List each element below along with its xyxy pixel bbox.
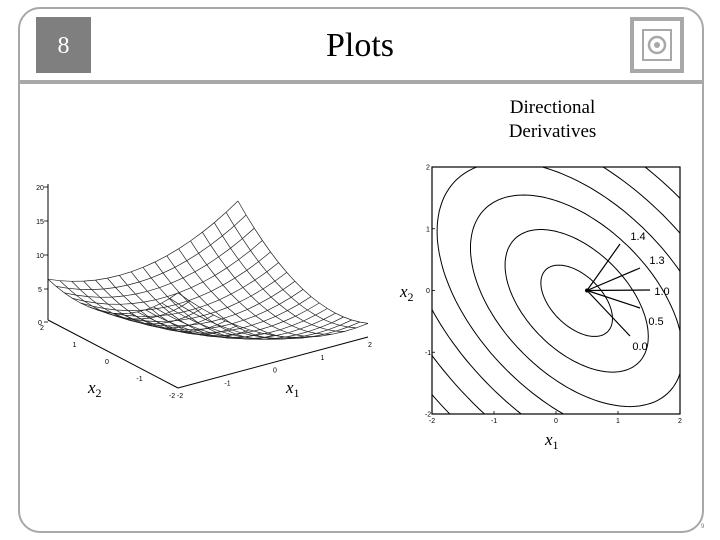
mesh-line-x2 bbox=[80, 251, 271, 311]
mesh-line-x2 bbox=[47, 200, 239, 282]
surface-x1-label: x1 bbox=[286, 378, 300, 401]
contour-line bbox=[540, 264, 614, 337]
surface-x2-sub: 2 bbox=[95, 386, 102, 400]
surface-z-tick-label: 20 bbox=[36, 185, 44, 192]
page-number: 9 bbox=[701, 524, 705, 530]
surface-x2-label: x2 bbox=[88, 378, 102, 401]
logo-spiral-icon bbox=[647, 35, 667, 55]
surface-x2-tick-label: -2 bbox=[169, 393, 175, 400]
contour-x-tick-label: -1 bbox=[491, 418, 497, 425]
mesh-line-x2 bbox=[72, 240, 263, 305]
derivative-label: 1.4 bbox=[630, 231, 645, 243]
contour-y-tick-label: 0 bbox=[426, 288, 430, 295]
mesh-line-x2 bbox=[177, 292, 369, 338]
mesh-line-x2 bbox=[112, 289, 304, 331]
surface-x1-tick-label: -1 bbox=[224, 380, 230, 387]
mesh-line-x2 bbox=[153, 306, 344, 340]
contour-y-tick-label: -1 bbox=[425, 350, 431, 357]
derivative-rays: 1.4 1.3 1.0 0.5 0.0 bbox=[585, 231, 670, 353]
surface-x2-tick-label: 1 bbox=[73, 342, 77, 349]
derivative-ray bbox=[586, 290, 631, 337]
mesh-line-x2 bbox=[56, 214, 247, 290]
logo-icon bbox=[630, 17, 684, 73]
surface-x1-tick-label: 2 bbox=[368, 342, 372, 349]
contour-ylabel: x2 bbox=[400, 282, 414, 305]
derivative-ray bbox=[586, 243, 621, 291]
slide-title: Plots bbox=[325, 27, 395, 64]
contour-line bbox=[432, 167, 680, 414]
surface-x2-tick-label: -1 bbox=[136, 376, 142, 383]
mesh-line-x2 bbox=[88, 262, 279, 317]
derivative-ray bbox=[586, 267, 641, 292]
mesh-line-x2 bbox=[161, 302, 352, 340]
slide-frame bbox=[18, 7, 704, 533]
surface-x2-var: x bbox=[88, 378, 96, 397]
contour-line bbox=[436, 167, 680, 414]
derivative-label: 1.0 bbox=[654, 286, 669, 298]
contour-line bbox=[432, 393, 451, 414]
surface-mesh bbox=[47, 200, 369, 340]
surface-x2-tick-label: 2 bbox=[40, 325, 44, 332]
surface-x1-var: x bbox=[286, 378, 294, 397]
contour-line bbox=[504, 229, 649, 373]
mesh-line-x2 bbox=[129, 302, 320, 336]
surface-z-tick-label: 10 bbox=[36, 253, 44, 260]
contour-y-tick-label: 1 bbox=[426, 226, 430, 233]
contour-y-tick-label: -2 bbox=[425, 412, 431, 419]
mesh-line-x2 bbox=[120, 296, 312, 334]
contour-xlabel-var: x bbox=[545, 430, 553, 449]
caption-line-2: Derivatives bbox=[508, 121, 597, 142]
contour-ticks: -2 -1 0 1 2 -2 -1 0 1 2 bbox=[425, 165, 682, 426]
contour-x-tick-label: 0 bbox=[554, 418, 558, 425]
contour-xlabel: x1 bbox=[545, 430, 559, 453]
derivative-label: 1.3 bbox=[649, 255, 664, 267]
evaluation-point bbox=[585, 288, 589, 293]
contour-y-tick-label: 2 bbox=[426, 165, 430, 172]
surface-z-tick-label: 0 bbox=[38, 320, 42, 327]
derivative-ray bbox=[586, 289, 641, 309]
surface-x2-tick-label: 0 bbox=[105, 359, 109, 366]
title-divider bbox=[18, 80, 704, 84]
surface-x1-sub: 1 bbox=[293, 386, 300, 400]
surface-z-tick-label: 5 bbox=[38, 287, 42, 294]
derivative-label: 0.5 bbox=[648, 316, 663, 328]
contour-lines bbox=[432, 167, 680, 414]
contour-ylabel-sub: 2 bbox=[407, 290, 414, 304]
surface-x1-tick-label: 0 bbox=[273, 368, 277, 375]
contour-ylabel-var: x bbox=[400, 282, 408, 301]
mesh-line-x2 bbox=[96, 272, 288, 322]
contour-xlabel-sub: 1 bbox=[552, 438, 559, 452]
figure-caption: Directional Derivatives bbox=[490, 96, 615, 144]
surface-axes bbox=[47, 184, 369, 389]
mesh-line-x2 bbox=[169, 298, 361, 340]
surface-x1-tick-label: -2 bbox=[177, 393, 183, 400]
contour-line bbox=[470, 194, 680, 408]
contour-x-tick-label: 1 bbox=[616, 418, 620, 425]
caption-line-1: Directional bbox=[509, 97, 596, 118]
logo-inner-frame bbox=[642, 29, 672, 61]
mesh-line-x2 bbox=[64, 227, 255, 298]
slide-number: 8 bbox=[36, 17, 91, 73]
contour-x-tick-label: 2 bbox=[678, 418, 682, 425]
surface-z-tick-label: 15 bbox=[36, 219, 44, 226]
contour-x-tick-label: -2 bbox=[429, 418, 435, 425]
derivative-ray bbox=[586, 289, 651, 292]
surface-x1-tick-label: 1 bbox=[321, 355, 325, 362]
derivative-label: 0.0 bbox=[632, 341, 647, 353]
